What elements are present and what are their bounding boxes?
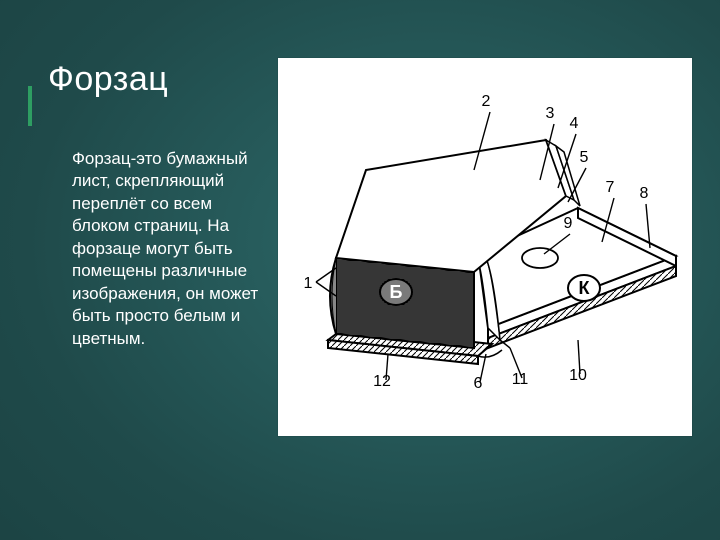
- svg-text:3: 3: [546, 105, 555, 122]
- book-anatomy-diagram: 123456789101112БК: [278, 58, 692, 436]
- svg-text:10: 10: [569, 367, 587, 384]
- svg-text:Б: Б: [390, 282, 403, 302]
- svg-text:9: 9: [564, 215, 573, 232]
- svg-text:1: 1: [304, 275, 313, 292]
- svg-text:2: 2: [482, 93, 491, 110]
- page-title: Форзац: [48, 60, 168, 99]
- svg-text:7: 7: [606, 179, 615, 196]
- svg-text:8: 8: [640, 185, 649, 202]
- svg-text:4: 4: [570, 115, 579, 132]
- body-text: Форзац-это бумажный лист, скрепляющий пе…: [72, 148, 262, 350]
- svg-text:К: К: [579, 278, 591, 298]
- svg-text:12: 12: [373, 373, 391, 390]
- diagram-figure: 123456789101112БК: [278, 58, 692, 436]
- svg-text:11: 11: [512, 371, 529, 388]
- svg-text:5: 5: [580, 149, 589, 166]
- accent-bar: [28, 86, 32, 126]
- svg-text:6: 6: [474, 375, 483, 392]
